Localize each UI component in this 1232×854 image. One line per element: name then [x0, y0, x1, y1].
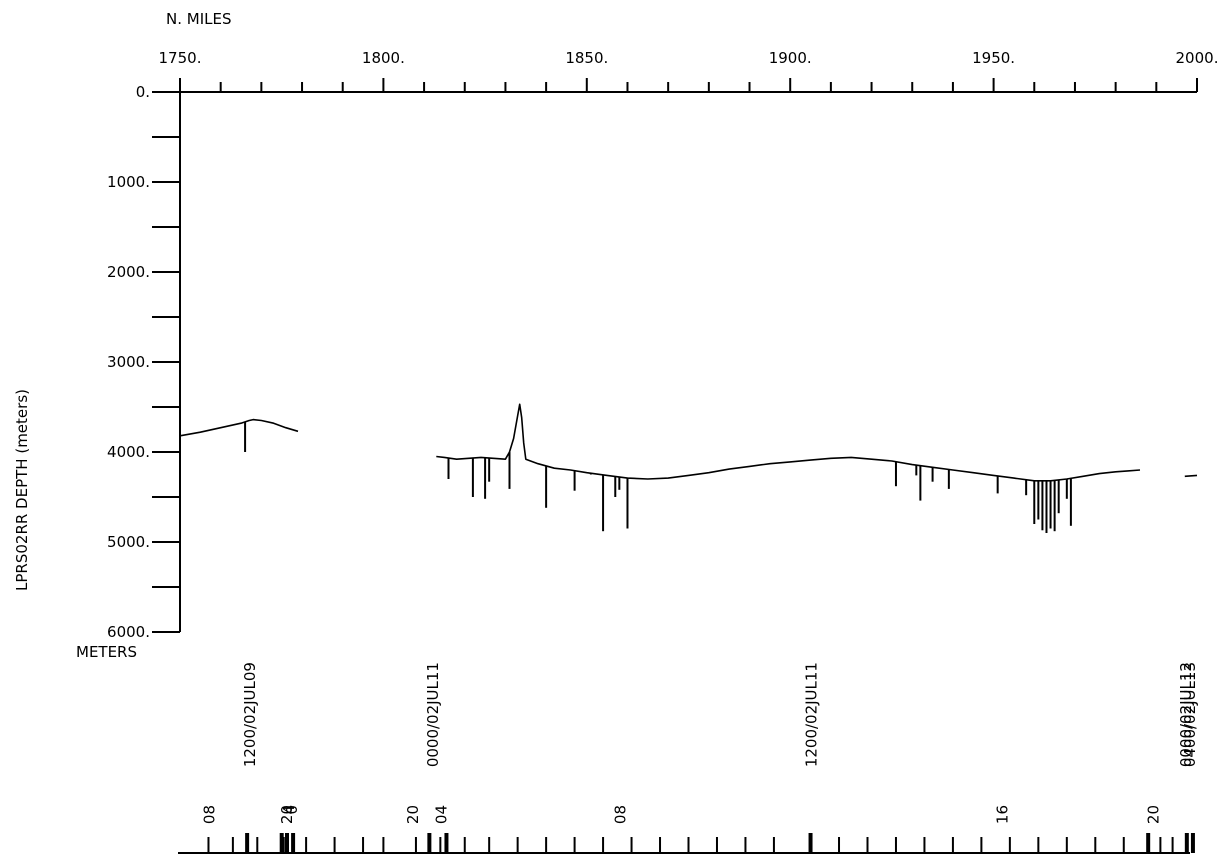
time-label: 0 — [283, 805, 301, 815]
x-axis-title: N. MILES — [166, 10, 231, 28]
time-label: 04 — [432, 805, 450, 824]
time-label: 08 — [200, 805, 218, 824]
depth-spikes — [244, 421, 1137, 533]
y-axis: 0. 1000. 2000. 3000. 4000. 5000. 6000. — [107, 83, 181, 641]
time-label: 0000/02JUL11 — [424, 662, 442, 767]
time-label: 20 — [278, 805, 296, 824]
y-unit-label: METERS — [76, 643, 137, 661]
time-label: 08 — [611, 805, 629, 824]
x-axis: 1750. 1800. 1850. 1900. 1950. 2000. — [159, 49, 1219, 93]
depth-trace-2 — [436, 403, 1141, 482]
y-axis-title: LPRS02RR DEPTH (meters) — [13, 389, 31, 591]
x-tick-label: 1850. — [565, 49, 608, 67]
y-tick-label: 6000. — [107, 623, 150, 641]
y-tick-label: 2000. — [107, 263, 150, 281]
time-label: 4 — [280, 805, 298, 815]
time-label: 0400/02JUL13 — [1181, 662, 1199, 767]
time-label: 1200/02JUL11 — [803, 662, 821, 767]
depth-trace-3 — [1184, 474, 1198, 478]
time-label: 20 — [1144, 805, 1162, 824]
x-tick-label: 2000. — [1176, 49, 1219, 67]
time-label: 1200/02JUL09 — [241, 662, 259, 767]
depth-traces — [179, 403, 1198, 482]
x-tick-label: 1900. — [769, 49, 812, 67]
time-label: 16 — [994, 805, 1012, 824]
y-tick-label: 5000. — [107, 533, 150, 551]
depth-trace-1 — [179, 418, 299, 437]
y-tick-label: 3000. — [107, 353, 150, 371]
x-tick-label: 1950. — [972, 49, 1015, 67]
y-tick-label: 4000. — [107, 443, 150, 461]
time-label: 20 — [404, 805, 422, 824]
y-tick-label: 0. — [136, 83, 150, 101]
time-label: 0000/02JUL12 — [1177, 662, 1195, 767]
y-tick-label: 1000. — [107, 173, 150, 191]
x-tick-label: 1800. — [362, 49, 405, 67]
x-tick-label: 1750. — [159, 49, 202, 67]
